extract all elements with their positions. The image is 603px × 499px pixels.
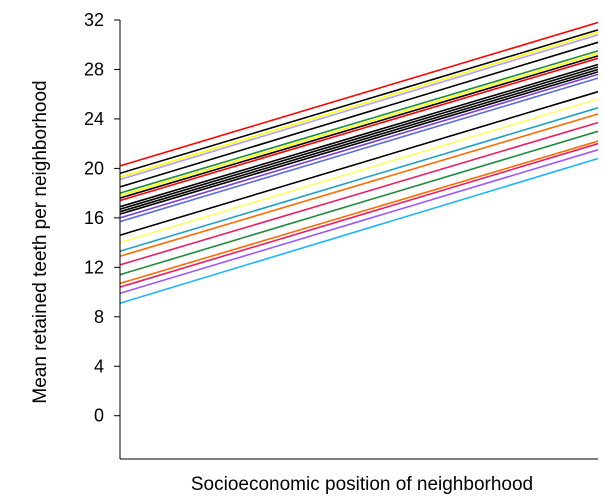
- series-line-2: [119, 29, 599, 175]
- series-lines: [119, 21, 599, 304]
- y-tick-label: 12: [84, 257, 104, 277]
- series-line-6: [119, 50, 599, 194]
- series-line-12: [119, 68, 599, 213]
- y-axis-ticks: 0 4 8 12 16 20 24 28 32: [84, 10, 120, 426]
- series-line-24: [119, 149, 599, 295]
- y-tick-label: 32: [84, 10, 104, 30]
- y-tick-label: 16: [84, 208, 104, 228]
- series-line-7: [119, 52, 599, 197]
- y-tick-label: 24: [84, 109, 104, 129]
- x-axis-title: Socioeconomic position of neighborhood: [191, 474, 533, 495]
- series-line-17: [119, 98, 599, 244]
- y-axis-title: Mean retained teeth per neighborhood: [30, 80, 51, 403]
- series-line-22: [119, 140, 599, 285]
- series-line-9: [119, 57, 599, 202]
- y-tick-label: 20: [84, 158, 104, 178]
- series-line-21: [119, 130, 599, 276]
- series-line-13: [119, 71, 599, 215]
- series-line-8: [119, 55, 599, 199]
- series-line-18: [119, 107, 599, 252]
- series-line-3: [119, 31, 599, 178]
- series-line-4: [119, 34, 599, 181]
- series-line-14: [119, 73, 599, 219]
- series-line-10: [119, 63, 599, 208]
- series-line-15: [119, 77, 599, 223]
- series-line-19: [119, 113, 599, 257]
- y-tick-label: 28: [84, 59, 104, 79]
- series-line-16: [119, 90, 599, 236]
- series-line-5: [119, 41, 599, 188]
- series-line-20: [119, 121, 599, 266]
- y-tick-label: 0: [94, 406, 104, 426]
- series-line-25: [119, 157, 599, 304]
- series-line-23: [119, 142, 599, 288]
- series-line-1: [119, 21, 599, 167]
- y-tick-label: 8: [94, 307, 104, 327]
- series-line-11: [119, 66, 599, 210]
- y-tick-label: 4: [94, 356, 104, 376]
